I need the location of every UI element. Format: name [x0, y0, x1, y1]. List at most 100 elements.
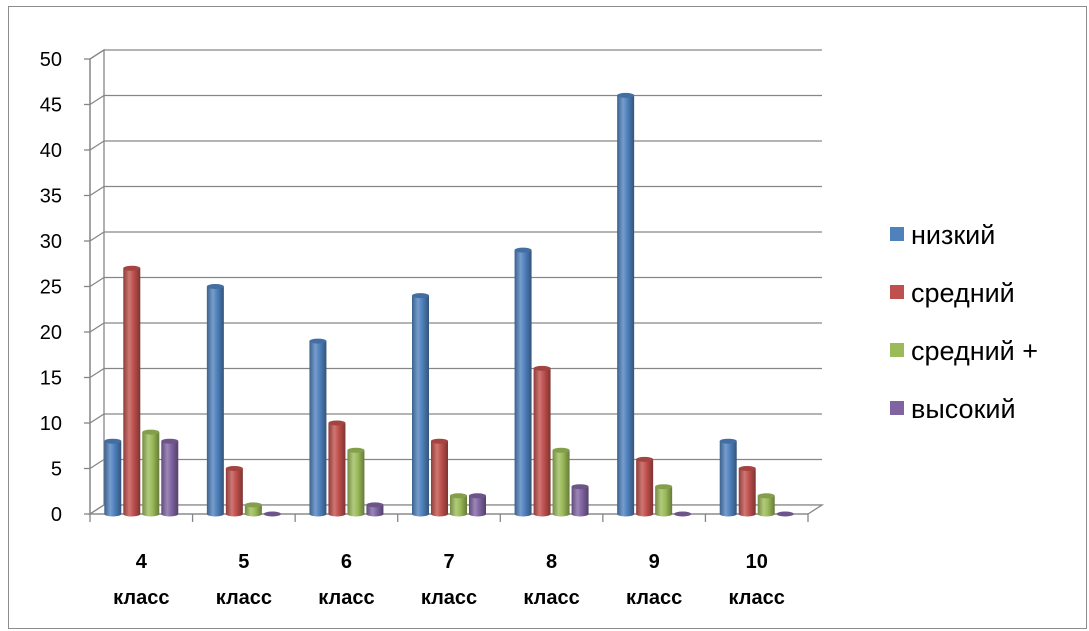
bar-top	[431, 438, 448, 444]
legend-label: низкий	[911, 220, 995, 250]
bar-body	[366, 504, 384, 517]
x-category-label: класс	[421, 587, 477, 609]
bar	[366, 502, 384, 517]
x-category-label: класс	[113, 587, 169, 609]
x-category-label: класс	[523, 587, 579, 609]
bar-top	[244, 502, 262, 508]
bar-body	[206, 286, 224, 517]
bar-top	[636, 456, 654, 462]
y-tick-label: 45	[40, 95, 62, 117]
x-category-label: класс	[318, 587, 374, 609]
bar-body	[104, 441, 122, 517]
bar	[161, 438, 179, 517]
bar	[412, 293, 429, 517]
y-tick-label: 50	[40, 49, 62, 71]
bar	[674, 511, 692, 517]
bar-body	[469, 495, 486, 517]
chart-frame	[8, 6, 1087, 629]
x-category-label: 8	[546, 551, 557, 573]
bar	[431, 438, 448, 517]
bar	[617, 92, 635, 517]
x-category-label: 4	[136, 551, 148, 573]
bar-top	[450, 493, 467, 499]
gridline	[89, 458, 822, 470]
bar-body	[533, 368, 551, 517]
legend-swatch	[890, 343, 904, 357]
bar-top	[533, 365, 551, 371]
bar-top	[655, 484, 673, 490]
bar-body	[309, 341, 327, 517]
gridline	[89, 322, 822, 333]
bar	[757, 493, 775, 517]
x-category-label: класс	[626, 587, 682, 609]
bar-body	[636, 459, 654, 517]
y-tick-label: 25	[40, 277, 62, 299]
x-category-label: класс	[729, 587, 785, 609]
legend-swatch	[890, 285, 904, 299]
bar-top	[757, 493, 775, 499]
gridline	[89, 94, 822, 106]
bar	[328, 420, 346, 517]
bar-top	[161, 438, 179, 444]
bar	[655, 484, 673, 517]
bar-body	[738, 468, 756, 517]
bar-body	[617, 95, 635, 517]
bar-top	[412, 293, 429, 299]
bar	[309, 338, 327, 517]
bar-body	[571, 486, 589, 517]
bar-top	[469, 493, 486, 499]
legend-label: высокий	[911, 394, 1016, 424]
bar-top	[552, 447, 570, 453]
bar	[719, 438, 737, 517]
x-category-label: 9	[649, 551, 660, 573]
bar-top	[776, 511, 794, 517]
y-tick-label: 30	[40, 231, 62, 253]
bar	[533, 365, 551, 517]
bar	[244, 502, 262, 517]
legend-label: средний	[911, 278, 1015, 308]
bar-body	[123, 268, 141, 517]
bar	[450, 493, 467, 517]
bar	[206, 284, 224, 517]
bar-top	[263, 511, 281, 517]
x-category-label: 10	[746, 551, 768, 573]
legend-label: средний +	[911, 336, 1038, 366]
gridline	[89, 367, 822, 379]
y-tick-label: 10	[40, 413, 62, 435]
y-tick-label: 15	[40, 368, 62, 390]
bar	[636, 456, 654, 517]
bar-top	[225, 466, 243, 471]
bar	[514, 247, 532, 517]
bar	[123, 265, 141, 517]
bar-body	[412, 295, 429, 517]
bar-body	[719, 441, 737, 517]
x-category-label: 7	[443, 551, 454, 573]
bar-body	[328, 423, 346, 517]
gridline	[89, 49, 822, 60]
bar-top	[328, 420, 346, 426]
bar-body	[514, 250, 532, 517]
gridline	[89, 276, 822, 288]
x-category-label: класс	[216, 587, 272, 609]
bar	[104, 438, 122, 517]
bar-top	[571, 484, 589, 490]
bar	[225, 466, 243, 517]
bar	[571, 484, 589, 517]
y-tick-label: 40	[40, 140, 62, 162]
bar-top	[142, 429, 160, 435]
gridline	[89, 185, 822, 197]
bar-top	[366, 502, 384, 508]
bar	[469, 493, 486, 517]
bar-top	[719, 438, 737, 444]
bar-top	[514, 247, 532, 253]
bar-body	[161, 441, 179, 517]
y-tick-label: 20	[40, 322, 62, 344]
bar	[552, 447, 570, 517]
bar-body	[225, 468, 243, 517]
bar	[263, 511, 281, 517]
bar-top	[738, 466, 756, 471]
legend-swatch	[890, 227, 904, 241]
y-tick-label: 5	[51, 459, 62, 481]
bar-top	[617, 92, 635, 98]
